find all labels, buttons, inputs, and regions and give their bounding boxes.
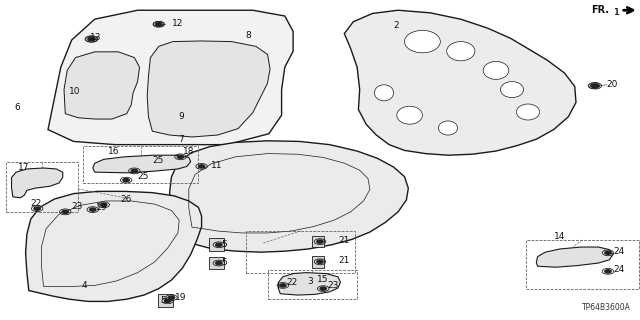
Polygon shape [312, 256, 324, 268]
Polygon shape [26, 191, 202, 301]
Circle shape [216, 243, 222, 246]
Text: 4: 4 [82, 281, 88, 290]
Text: 23: 23 [328, 281, 339, 290]
Polygon shape [158, 294, 173, 307]
Text: 5: 5 [221, 240, 227, 249]
Text: 24: 24 [613, 265, 625, 274]
Polygon shape [64, 52, 140, 119]
Circle shape [177, 155, 184, 158]
Text: TP64B3600A: TP64B3600A [582, 303, 630, 312]
Circle shape [320, 287, 326, 290]
Text: 10: 10 [69, 87, 81, 96]
Text: 1: 1 [614, 8, 620, 17]
Text: 20: 20 [607, 80, 618, 89]
Text: 15: 15 [317, 275, 328, 284]
Text: 9: 9 [178, 112, 184, 121]
Text: 26: 26 [120, 195, 132, 204]
Text: 25: 25 [138, 172, 149, 181]
Circle shape [62, 210, 68, 213]
Text: 21: 21 [338, 236, 349, 245]
Text: 11: 11 [211, 161, 223, 170]
Polygon shape [147, 41, 270, 137]
Circle shape [88, 37, 95, 41]
Bar [268, 270, 357, 299]
Circle shape [280, 284, 286, 287]
Text: 21: 21 [338, 256, 349, 265]
Circle shape [131, 169, 138, 172]
Ellipse shape [438, 121, 458, 135]
Bar [6, 162, 78, 212]
Text: 2: 2 [394, 21, 399, 30]
Text: 17: 17 [18, 163, 29, 172]
Text: 25: 25 [152, 156, 164, 165]
Text: 1: 1 [614, 8, 620, 17]
Text: 6: 6 [14, 103, 20, 112]
Ellipse shape [447, 42, 475, 61]
Circle shape [123, 179, 129, 182]
Circle shape [88, 37, 95, 41]
Polygon shape [536, 247, 613, 267]
Text: 16: 16 [108, 147, 119, 156]
Polygon shape [209, 238, 224, 251]
Circle shape [592, 84, 599, 87]
Polygon shape [12, 168, 63, 198]
Text: 18: 18 [183, 148, 195, 156]
Bar [246, 231, 355, 273]
Text: 19: 19 [96, 203, 108, 212]
Bar [83, 146, 198, 183]
Circle shape [156, 23, 162, 26]
Ellipse shape [500, 82, 524, 98]
Polygon shape [209, 257, 224, 269]
Circle shape [198, 165, 205, 168]
Ellipse shape [397, 106, 422, 124]
Circle shape [605, 251, 611, 254]
Circle shape [317, 240, 323, 243]
Polygon shape [93, 155, 191, 173]
Text: 5: 5 [161, 296, 166, 305]
Ellipse shape [483, 61, 509, 79]
Text: 8: 8 [245, 31, 251, 40]
Polygon shape [312, 236, 324, 247]
Circle shape [216, 261, 222, 265]
Ellipse shape [374, 85, 394, 101]
Ellipse shape [404, 30, 440, 53]
Circle shape [34, 207, 40, 210]
Polygon shape [278, 273, 340, 295]
Bar [526, 240, 639, 289]
Text: 12: 12 [172, 20, 183, 28]
Circle shape [591, 84, 597, 87]
Text: 3: 3 [307, 277, 313, 286]
Text: 24: 24 [613, 247, 625, 256]
Circle shape [90, 208, 96, 211]
Text: 22: 22 [31, 199, 42, 208]
Text: 5: 5 [221, 258, 227, 267]
Text: FR.: FR. [591, 5, 609, 15]
Circle shape [164, 299, 171, 302]
Ellipse shape [516, 104, 540, 120]
Circle shape [168, 296, 175, 299]
Circle shape [100, 203, 107, 206]
Polygon shape [48, 10, 293, 145]
Text: 14: 14 [554, 232, 565, 241]
Polygon shape [170, 141, 408, 252]
Circle shape [605, 270, 611, 273]
Text: 22: 22 [286, 278, 298, 287]
Circle shape [156, 23, 161, 25]
Text: 19: 19 [175, 293, 187, 302]
Circle shape [317, 260, 323, 263]
Polygon shape [344, 10, 576, 155]
Text: 13: 13 [90, 33, 101, 42]
Text: 7: 7 [178, 135, 184, 144]
Text: 23: 23 [72, 202, 83, 211]
